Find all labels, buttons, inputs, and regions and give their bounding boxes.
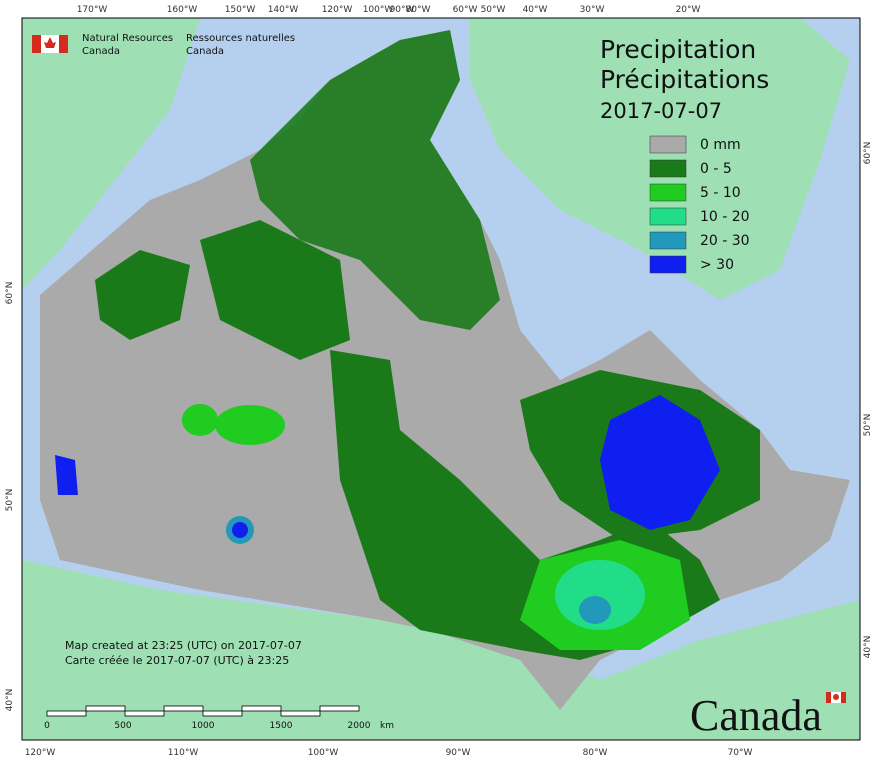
scale-label: 1500 — [270, 721, 293, 731]
wordmark-flag — [833, 694, 839, 700]
scale-label: 2000 — [348, 721, 371, 731]
wordmark-flag — [826, 692, 831, 703]
graticule-top: 140°W — [268, 5, 299, 15]
nrcan-signature: Natural Resources Canada Ressources natu… — [32, 33, 295, 57]
graticule-bottom: 110°W — [168, 748, 199, 758]
graticule-top: 120°W — [322, 5, 353, 15]
scale-segment — [202, 710, 243, 717]
legend-label: 0 mm — [700, 137, 741, 153]
greenland — [470, 18, 850, 300]
graticule-bottom: 70°W — [728, 748, 753, 758]
legend: 0 mm 0 - 5 5 - 10 10 - 20 20 - 30 > 30 — [649, 135, 750, 274]
graticule-top: 40°W — [523, 5, 548, 15]
legend-label: > 30 — [700, 257, 734, 273]
scale-unit: km — [380, 721, 394, 731]
legend-swatch — [649, 207, 687, 226]
agency-fr: Ressources naturelles — [186, 33, 295, 44]
legend-label: 0 - 5 — [700, 161, 732, 177]
precip-nwt — [200, 220, 350, 360]
graticule-right: 50°N — [863, 414, 873, 437]
legend-swatch — [649, 135, 687, 154]
precip-spot — [182, 404, 218, 436]
scale-segment — [124, 710, 165, 717]
scale-label: 1000 — [192, 721, 215, 731]
legend-label: 20 - 30 — [700, 233, 750, 249]
precip-20-30 — [579, 596, 611, 624]
scale-segment — [280, 710, 321, 717]
graticule-top: 30°W — [580, 5, 605, 15]
scale-segment — [163, 705, 204, 712]
legend-swatch — [649, 231, 687, 250]
map-frame — [21, 17, 861, 741]
scale-segment — [319, 705, 360, 712]
legend-swatch — [649, 255, 687, 274]
graticule-top: 170°W — [77, 5, 108, 15]
graticule-right: 40°N — [863, 636, 873, 659]
graticule-right: 60°N — [863, 142, 873, 165]
graticule-top: 20°W — [676, 5, 701, 15]
graticule-bottom: 120°W — [25, 748, 56, 758]
graticule-labels: 170°W 160°W 150°W 140°W 120°W 100°W90°W80°W 60… — [5, 5, 873, 758]
precip-yukon — [95, 250, 190, 340]
graticule-top: 150°W — [225, 5, 256, 15]
precip-spot — [215, 405, 285, 445]
note-fr: Carte créée le 2017-07-07 (UTC) à 23:25 — [65, 654, 289, 667]
graticule-top: 160°W — [167, 5, 198, 15]
graticule-top: 80°W — [406, 5, 431, 15]
flag-leaf — [44, 37, 56, 48]
usa — [22, 560, 860, 740]
flag-bar — [32, 35, 41, 53]
flag-bar — [59, 35, 68, 53]
graticule-bottom: 90°W — [446, 748, 471, 758]
graticule-top: 100°W — [363, 5, 394, 15]
legend-label: 5 - 10 — [700, 185, 741, 201]
graticule-top: 90°W — [390, 5, 415, 15]
scale-segment — [241, 705, 282, 712]
graticule-bottom: 100°W — [308, 748, 339, 758]
graticule-left: 50°N — [5, 489, 15, 512]
alaska — [22, 18, 200, 290]
wordmark: Canada — [690, 691, 846, 740]
precip-spot — [232, 522, 248, 538]
date: 2017-07-07 — [600, 99, 722, 123]
precip-bc — [55, 455, 78, 495]
scale-label: 500 — [114, 721, 131, 731]
graticule-left: 60°N — [5, 282, 15, 305]
scale-bar: 0 500 1000 1500 2000 km — [44, 705, 394, 731]
note-en: Map created at 23:25 (UTC) on 2017-07-07 — [65, 639, 302, 652]
country-en: Canada — [82, 46, 120, 57]
precip-10-20 — [555, 560, 645, 630]
precip-arctic — [250, 30, 500, 330]
legend-swatch — [649, 159, 687, 178]
map — [21, 17, 861, 741]
scale-segment — [46, 710, 87, 717]
legend-label: 10 - 20 — [700, 209, 750, 225]
scale-label: 0 — [44, 721, 50, 731]
legend-swatch — [649, 183, 687, 202]
graticule-bottom: 80°W — [583, 748, 608, 758]
canada-wordmark: Canada — [690, 691, 822, 740]
agency-en: Natural Resources — [82, 33, 173, 44]
wordmark-flag — [841, 692, 846, 703]
country-fr: Canada — [186, 46, 224, 57]
graticule-top: 50°W — [481, 5, 506, 15]
graticule-left: 40°N — [5, 689, 15, 712]
graticule-top: 60°W — [453, 5, 478, 15]
title-en: Precipitation — [600, 35, 756, 64]
precip-over-30 — [600, 395, 720, 530]
title-fr: Précipitations — [600, 65, 769, 94]
scale-segment — [85, 705, 126, 712]
